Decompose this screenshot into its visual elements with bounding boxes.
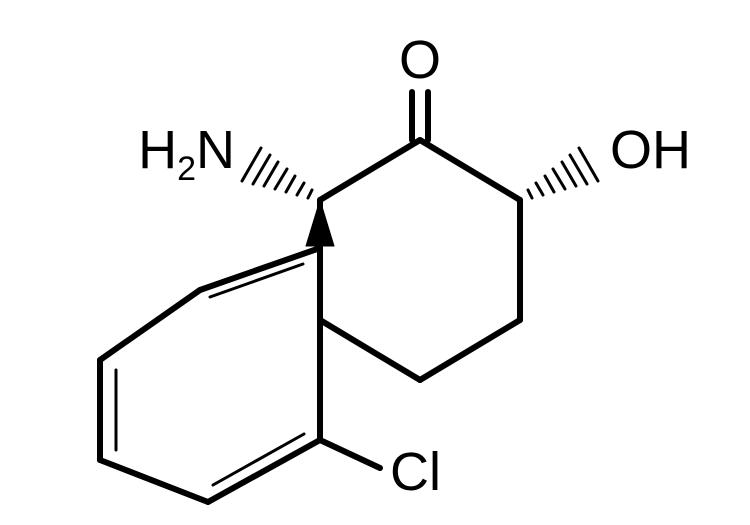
amine-label: H2N — [138, 120, 235, 188]
oxygen-ketone-label: O — [399, 30, 441, 90]
solid-wedge-aryl — [306, 200, 334, 246]
hash-wedge-nh2 — [242, 148, 312, 198]
hash-wedge-oh — [528, 148, 598, 198]
cyclohexanone-ring — [320, 140, 520, 380]
molecule-diagram: O OH H2N — [0, 0, 750, 525]
ketone-double-bond — [412, 92, 428, 140]
benzene-ring — [100, 248, 320, 502]
hydroxyl-label: OH — [610, 120, 691, 180]
bond-to-cl — [320, 440, 380, 468]
chlorine-label: Cl — [390, 442, 441, 502]
